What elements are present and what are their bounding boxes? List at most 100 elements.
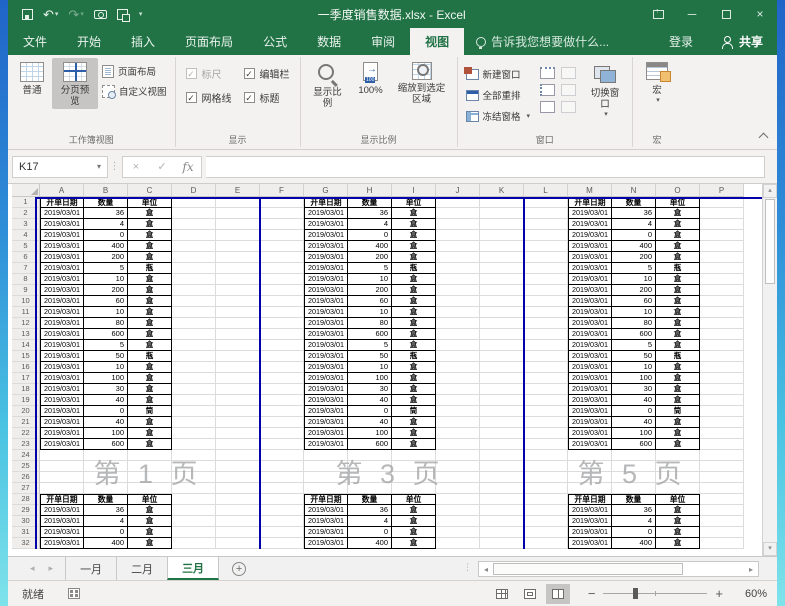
cell-K18[interactable] (480, 384, 524, 395)
cell-D12[interactable] (172, 318, 216, 329)
row-header-9[interactable]: 9 (12, 285, 40, 296)
cell-P32[interactable] (700, 538, 744, 549)
cell-O10[interactable]: 盒 (656, 296, 700, 307)
cell-D19[interactable] (172, 395, 216, 406)
cell-A22[interactable]: 2019/03/01 (40, 428, 84, 439)
cell-K10[interactable] (480, 296, 524, 307)
cell-J22[interactable] (436, 428, 480, 439)
cell-A10[interactable]: 2019/03/01 (40, 296, 84, 307)
cell-E10[interactable] (216, 296, 260, 307)
cell-O6[interactable]: 盒 (656, 252, 700, 263)
cell-M17[interactable]: 2019/03/01 (568, 373, 612, 384)
macros-button[interactable]: 宏 ▾ (637, 58, 677, 106)
cell-B24[interactable] (84, 450, 128, 461)
cell-B26[interactable] (84, 472, 128, 483)
cell-N10[interactable]: 60 (612, 296, 656, 307)
cell-G26[interactable] (304, 472, 348, 483)
row-header-3[interactable]: 3 (12, 219, 40, 230)
cell-E4[interactable] (216, 230, 260, 241)
cell-P13[interactable] (700, 329, 744, 340)
cell-K24[interactable] (480, 450, 524, 461)
row-header-27[interactable]: 27 (12, 483, 40, 494)
cell-M27[interactable] (568, 483, 612, 494)
cell-E8[interactable] (216, 274, 260, 285)
cell-I16[interactable]: 盒 (392, 362, 436, 373)
cell-G12[interactable]: 2019/03/01 (304, 318, 348, 329)
page-break-line-left[interactable] (35, 197, 37, 549)
cell-N8[interactable]: 10 (612, 274, 656, 285)
cell-H7[interactable]: 5 (348, 263, 392, 274)
collapse-ribbon-icon[interactable] (758, 132, 769, 143)
cell-E15[interactable] (216, 351, 260, 362)
page-layout-view-button[interactable]: 页面布局 (102, 64, 167, 78)
cell-D28[interactable] (172, 494, 216, 505)
cell-N16[interactable]: 10 (612, 362, 656, 373)
cell-P10[interactable] (700, 296, 744, 307)
cell-B23[interactable]: 600 (84, 439, 128, 450)
customize-qat-button[interactable]: ▾ (138, 10, 143, 18)
cell-H8[interactable]: 10 (348, 274, 392, 285)
cell-O15[interactable]: 瓶 (656, 351, 700, 362)
new-window-button[interactable]: 新建窗口 (463, 66, 531, 81)
cell-E32[interactable] (216, 538, 260, 549)
page-break-preview-shortcut[interactable] (545, 583, 570, 604)
cell-C15[interactable]: 瓶 (128, 351, 172, 362)
cell-E18[interactable] (216, 384, 260, 395)
tab-file[interactable]: 文件 (23, 35, 48, 49)
cell-C21[interactable]: 盒 (128, 417, 172, 428)
cell-G32[interactable]: 2019/03/01 (304, 538, 348, 549)
cell-I20[interactable]: 筒 (392, 406, 436, 417)
cell-F13[interactable] (260, 329, 304, 340)
cell-H20[interactable]: 0 (348, 406, 392, 417)
cell-P19[interactable] (700, 395, 744, 406)
cell-I12[interactable]: 盒 (392, 318, 436, 329)
cell-B28[interactable]: 数量 (84, 494, 128, 505)
cell-C30[interactable]: 盒 (128, 516, 172, 527)
cell-I13[interactable]: 盒 (392, 329, 436, 340)
cell-G4[interactable]: 2019/03/01 (304, 230, 348, 241)
cell-P29[interactable] (700, 505, 744, 516)
cell-B13[interactable]: 600 (84, 329, 128, 340)
cell-C13[interactable]: 盒 (128, 329, 172, 340)
cell-E5[interactable] (216, 241, 260, 252)
gridlines-checkbox[interactable]: ✓ 网格线 (185, 90, 232, 105)
cell-G25[interactable] (304, 461, 348, 472)
cell-H11[interactable]: 10 (348, 307, 392, 318)
column-header-P[interactable]: P (700, 184, 744, 197)
cell-M22[interactable]: 2019/03/01 (568, 428, 612, 439)
cell-G3[interactable]: 2019/03/01 (304, 219, 348, 230)
cell-A14[interactable]: 2019/03/01 (40, 340, 84, 351)
cell-E14[interactable] (216, 340, 260, 351)
cell-A30[interactable]: 2019/03/01 (40, 516, 84, 527)
cell-D3[interactable] (172, 219, 216, 230)
cell-F5[interactable] (260, 241, 304, 252)
cell-O21[interactable]: 盒 (656, 417, 700, 428)
hide-window-button[interactable] (540, 84, 556, 96)
row-header-21[interactable]: 21 (12, 417, 40, 428)
cell-F7[interactable] (260, 263, 304, 274)
cell-M29[interactable]: 2019/03/01 (568, 505, 612, 516)
cell-N21[interactable]: 40 (612, 417, 656, 428)
cell-G31[interactable]: 2019/03/01 (304, 527, 348, 538)
row-header-31[interactable]: 31 (12, 527, 40, 538)
cell-O12[interactable]: 盒 (656, 318, 700, 329)
cell-I4[interactable]: 盒 (392, 230, 436, 241)
cell-N2[interactable]: 36 (612, 208, 656, 219)
row-header-29[interactable]: 29 (12, 505, 40, 516)
cell-I21[interactable]: 盒 (392, 417, 436, 428)
cell-K28[interactable] (480, 494, 524, 505)
cell-I14[interactable]: 盒 (392, 340, 436, 351)
row-header-20[interactable]: 20 (12, 406, 40, 417)
undo-button[interactable]: ↶ ▾ (43, 8, 58, 21)
cell-I23[interactable]: 盒 (392, 439, 436, 450)
cell-P14[interactable] (700, 340, 744, 351)
cell-M8[interactable]: 2019/03/01 (568, 274, 612, 285)
cell-F30[interactable] (260, 516, 304, 527)
cell-F20[interactable] (260, 406, 304, 417)
cell-D11[interactable] (172, 307, 216, 318)
cell-P31[interactable] (700, 527, 744, 538)
row-header-24[interactable]: 24 (12, 450, 40, 461)
zoom-in-button[interactable]: + (715, 586, 723, 601)
cell-P9[interactable] (700, 285, 744, 296)
row-header-15[interactable]: 15 (12, 351, 40, 362)
